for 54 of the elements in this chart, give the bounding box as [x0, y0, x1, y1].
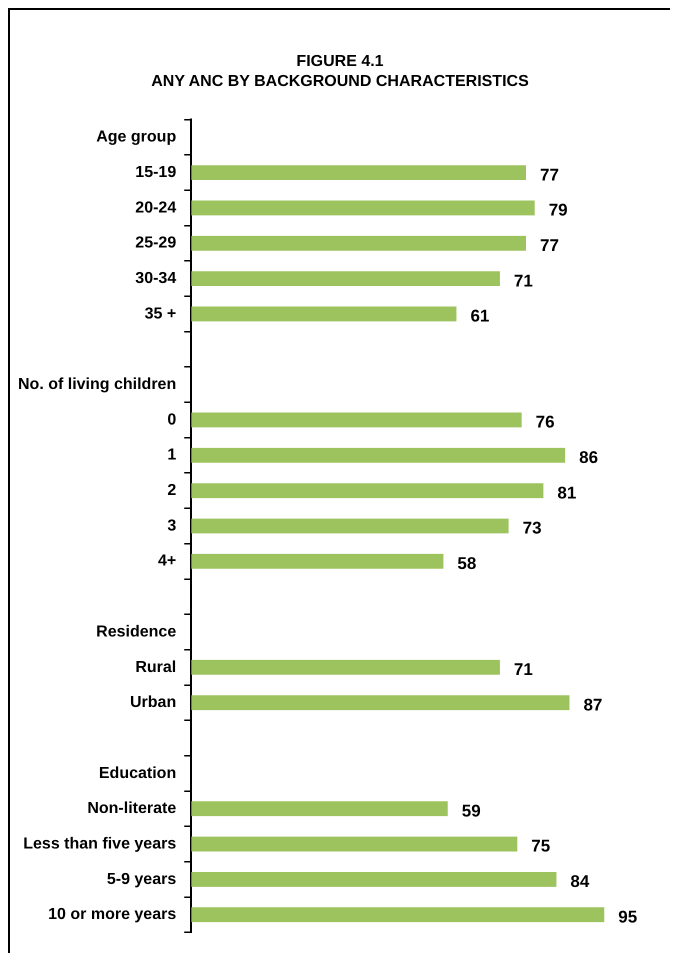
bar: [191, 306, 456, 322]
chart-subtitle: ANY ANC BY BACKGROUND CHARACTERISTICS: [150, 72, 530, 92]
bar: [191, 271, 500, 286]
data-label: 59: [462, 801, 481, 820]
bar: [191, 448, 566, 463]
y-tick-label: Less than five years: [23, 835, 176, 852]
bar: [191, 554, 444, 569]
data-label: 75: [531, 836, 550, 856]
bar: [191, 836, 518, 852]
y-tick-label: 3: [167, 517, 176, 534]
y-tick-label: Residence: [96, 623, 176, 640]
bar: [191, 165, 526, 180]
bar: [191, 236, 526, 251]
y-tick-label: Age group: [96, 128, 176, 146]
y-tick-label: 30-34: [135, 270, 176, 288]
y-tick-label: 35 +: [144, 305, 176, 322]
data-label: 71: [514, 660, 533, 680]
bar: [191, 518, 509, 534]
bar: [191, 907, 604, 922]
y-tick-label: No. of living children: [18, 376, 176, 394]
y-tick-label: 4+: [158, 552, 176, 570]
data-label: 87: [583, 695, 602, 714]
y-tick-label: 15-19: [135, 164, 176, 182]
data-label: 81: [557, 483, 576, 502]
y-tick-label: Education: [98, 764, 176, 782]
data-label: 76: [536, 412, 555, 432]
data-label: 61: [470, 306, 490, 326]
data-label: 77: [540, 236, 559, 255]
data-label: 73: [522, 518, 542, 538]
chart-title: FIGURE 4.1: [295, 52, 385, 72]
bar: [191, 695, 570, 710]
data-label: 84: [570, 872, 590, 892]
data-label: 58: [457, 554, 476, 574]
y-tick-label: Non-literate: [87, 800, 176, 818]
bar: [191, 200, 535, 216]
y-tick-label: 0: [167, 411, 176, 428]
y-tick-label: 20-24: [135, 199, 176, 216]
y-tick-label: 1: [167, 446, 176, 464]
bar: [191, 801, 448, 816]
data-label: 71: [514, 271, 533, 290]
bar: [191, 872, 556, 887]
y-tick-label: 10 or more years: [48, 906, 176, 924]
data-label: 79: [548, 200, 568, 220]
data-label: 77: [540, 165, 559, 184]
y-tick-label: 25-29: [135, 234, 176, 252]
bar: [191, 412, 522, 428]
y-tick-label: Urban: [130, 694, 176, 712]
y-tick-label: 5-9 years: [106, 870, 176, 888]
bar: [191, 660, 500, 675]
data-label: 95: [618, 907, 638, 926]
bar: [191, 483, 544, 498]
y-tick-label: 2: [167, 482, 176, 500]
y-tick-label: Rural: [135, 658, 176, 676]
data-label: 86: [579, 448, 598, 468]
